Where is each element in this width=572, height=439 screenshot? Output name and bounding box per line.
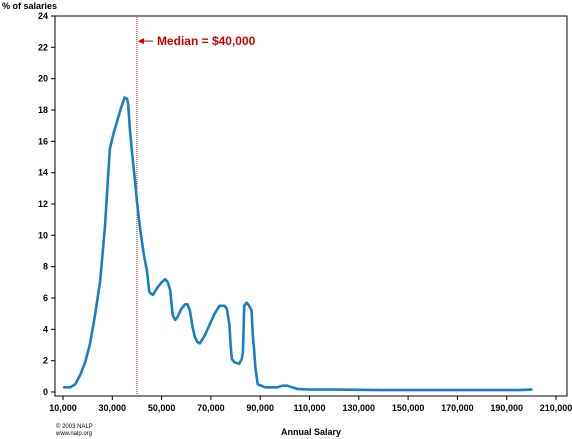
y-tick-label: 18: [38, 105, 48, 115]
y-tick-label: 12: [38, 199, 48, 209]
x-axis-title: Annual Salary: [281, 427, 341, 437]
y-axis-title: % of salaries: [2, 1, 57, 11]
median-label: Median = $40,000: [157, 34, 256, 48]
y-tick-label: 0: [43, 387, 48, 397]
y-tick-label: 8: [43, 262, 48, 272]
annotations: Median = $40,000: [136, 17, 256, 395]
y-tick-label: 22: [38, 42, 48, 52]
x-tick-label: 190,000: [490, 403, 523, 413]
y-tick-label: 10: [38, 230, 48, 240]
plot-frame: [54, 15, 568, 397]
x-tick-label: 90,000: [246, 403, 274, 413]
x-tick-label: 170,000: [441, 403, 474, 413]
y-tick-label: 4: [43, 324, 48, 334]
x-tick-label: 10,000: [49, 403, 77, 413]
credit-website: www.nalp.org: [55, 431, 92, 437]
salary-distribution-line: [62, 96, 533, 392]
x-tick-label: 50,000: [148, 403, 176, 413]
median-arrow-head: [137, 38, 144, 45]
credit-copyright: © 2003 NALP: [56, 423, 93, 430]
y-tick-label: 2: [43, 356, 48, 366]
y-tick-label: 16: [38, 136, 48, 146]
x-tick-label: 70,000: [197, 403, 225, 413]
x-tick-label: 30,000: [99, 403, 127, 413]
x-tick-label: 130,000: [343, 403, 376, 413]
y-tick-label: 20: [38, 74, 48, 84]
x-axis: 10,000 30,000 50,000 70,000 90,000 110,000 130…: [49, 396, 572, 413]
y-tick-label: 14: [38, 168, 48, 178]
x-tick-label: 110,000: [293, 403, 325, 413]
y-tick-label: 24: [38, 11, 48, 21]
series-layer: [62, 96, 533, 392]
x-tick-label: 210,000: [540, 403, 572, 413]
x-tick-label: 150,000: [392, 403, 425, 413]
y-tick-label: 6: [43, 293, 48, 303]
